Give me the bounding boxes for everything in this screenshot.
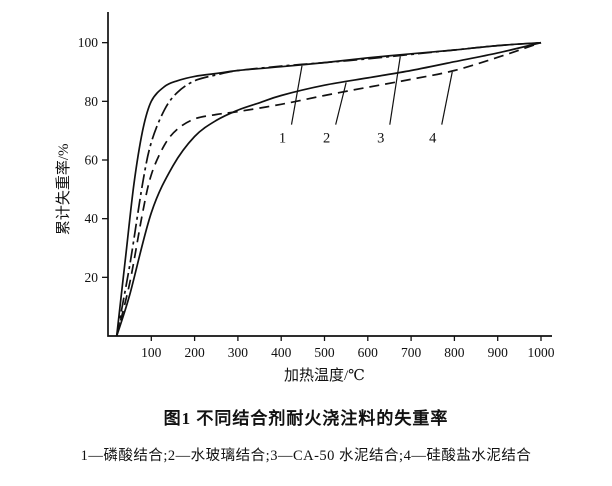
x-tick-label: 700 — [401, 345, 422, 360]
x-tick-label: 300 — [228, 345, 249, 360]
series-leader-4 — [441, 71, 453, 125]
x-tick-label: 600 — [358, 345, 379, 360]
series-curve-2 — [115, 41, 542, 337]
chart-area: 100 200 300 400 500 600 700 800 900 1000 20 40 60 80 1… — [55, 12, 555, 384]
y-tick-label: 40 — [85, 211, 99, 226]
y-tick-label: 60 — [85, 153, 99, 168]
loss-rate-line-chart: 100 200 300 400 500 600 700 800 900 1000 20 40 60 80 1… — [55, 12, 555, 384]
series-tag-2: 2 — [323, 131, 330, 147]
series-curve-4 — [115, 41, 542, 337]
axis-lines — [107, 12, 552, 337]
series-curve-1 — [115, 41, 542, 337]
y-axis-label: 累计失重率/% — [55, 143, 72, 235]
y-tick-label: 80 — [85, 94, 99, 109]
series-leader-2 — [335, 82, 347, 125]
x-tick-label: 100 — [141, 345, 162, 360]
series-curve-3 — [115, 41, 542, 337]
series-tag-3: 3 — [377, 131, 384, 147]
x-tick-label: 200 — [184, 345, 205, 360]
series-leader-1 — [290, 65, 303, 125]
series-leader-3 — [389, 56, 401, 125]
y-tick-label: 20 — [85, 270, 99, 285]
x-tick-label: 800 — [444, 345, 465, 360]
figure-legend: 1—磷酸结合;2—水玻璃结合;3—CA-50 水泥结合;4—硅酸盐水泥结合 — [80, 448, 532, 464]
figure-caption: 图1 不同结合剂耐火浇注料的失重率 — [163, 409, 449, 428]
series-tag-1: 1 — [279, 131, 286, 147]
x-tick-label: 500 — [314, 345, 335, 360]
x-tick-label: 400 — [271, 345, 292, 360]
y-tick-label: 100 — [78, 35, 99, 50]
x-tick-label: 1000 — [528, 345, 555, 360]
series-tag-4: 4 — [429, 131, 437, 147]
x-tick-label: 900 — [488, 345, 509, 360]
x-axis-label: 加热温度/℃ — [284, 367, 365, 384]
